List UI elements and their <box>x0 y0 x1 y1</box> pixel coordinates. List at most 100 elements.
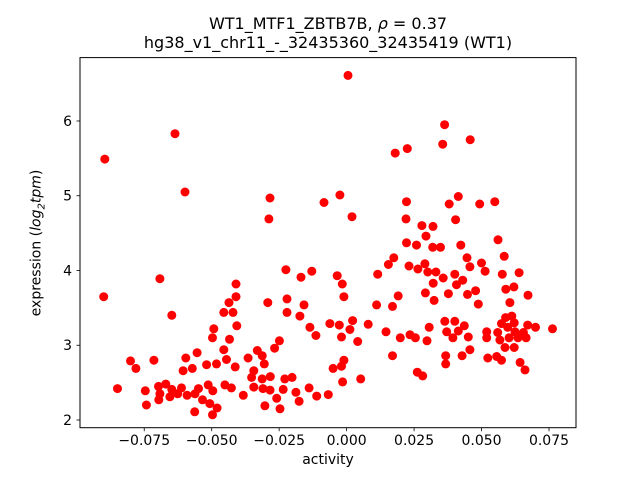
data-point <box>238 390 248 400</box>
data-point <box>505 298 515 308</box>
data-point <box>219 307 229 317</box>
data-point <box>149 355 159 365</box>
data-point <box>509 343 519 352</box>
data-point <box>192 348 202 358</box>
data-point <box>299 300 309 310</box>
data-point <box>224 298 234 308</box>
data-point <box>190 407 200 417</box>
data-point <box>337 279 347 289</box>
y-tick-label: 5 <box>63 189 72 205</box>
data-point <box>509 318 519 328</box>
data-point <box>178 366 188 376</box>
data-point <box>181 353 191 363</box>
data-point <box>520 365 530 375</box>
data-point <box>226 383 236 393</box>
data-point <box>230 362 240 372</box>
data-point <box>402 238 411 248</box>
data-point <box>483 353 493 363</box>
data-point <box>154 395 164 405</box>
y-tick-label: 3 <box>63 338 72 354</box>
data-point <box>274 336 284 346</box>
data-point <box>480 266 490 276</box>
data-point <box>436 242 445 252</box>
data-point <box>304 383 314 393</box>
data-point <box>463 332 473 342</box>
data-point <box>477 258 486 268</box>
axes-box <box>79 57 577 429</box>
data-point <box>212 403 222 413</box>
data-point <box>198 395 207 405</box>
x-axis-label: activity <box>302 452 354 468</box>
data-point <box>428 278 438 288</box>
data-point <box>503 322 513 332</box>
data-point <box>475 199 485 209</box>
data-point <box>441 351 451 361</box>
chart-title-line2: hg38_v1_chr11_-_32435360_32435419 (WT1) <box>143 32 513 52</box>
data-point <box>473 299 483 309</box>
data-point <box>453 192 463 201</box>
data-point <box>442 327 452 337</box>
data-point <box>260 401 270 411</box>
data-point <box>177 383 186 393</box>
data-point <box>265 372 275 382</box>
data-point <box>490 197 500 207</box>
data-point <box>383 260 393 269</box>
data-point <box>209 324 219 334</box>
data-point <box>441 359 451 369</box>
data-point <box>347 212 357 222</box>
data-point <box>420 288 430 298</box>
data-point <box>389 253 399 263</box>
data-point <box>343 70 353 80</box>
data-point <box>345 325 355 334</box>
data-point <box>131 363 141 373</box>
data-point <box>421 231 431 241</box>
data-point <box>231 279 241 289</box>
data-point <box>402 144 412 154</box>
data-point <box>410 333 420 343</box>
data-point <box>450 316 460 326</box>
data-point <box>295 311 305 321</box>
chart-title: WT1_MTF1_ZBTB7B, ρ = 0.37 hg38_v1_chr11_… <box>80 14 576 52</box>
data-point <box>388 351 397 361</box>
data-point <box>523 290 533 300</box>
data-point <box>422 336 432 346</box>
data-point <box>453 326 463 336</box>
data-point <box>443 289 453 299</box>
data-point <box>187 363 197 373</box>
data-point <box>348 316 358 326</box>
data-point <box>154 381 163 391</box>
data-point <box>165 392 175 402</box>
data-point <box>438 273 448 283</box>
data-point <box>471 286 481 296</box>
data-point <box>258 384 268 394</box>
data-point <box>263 298 273 308</box>
x-tick-label: 0.075 <box>529 433 569 449</box>
data-point <box>509 282 519 292</box>
data-point <box>482 333 492 343</box>
data-point <box>495 335 505 345</box>
data-point <box>456 240 466 250</box>
data-point <box>140 386 150 396</box>
data-point <box>208 333 217 343</box>
data-point <box>493 328 503 337</box>
data-point <box>424 322 434 332</box>
data-point <box>265 193 275 203</box>
data-point <box>428 242 438 252</box>
data-point <box>465 262 475 272</box>
data-point <box>337 361 346 371</box>
data-point <box>388 301 397 311</box>
data-point <box>182 390 192 400</box>
data-point <box>264 214 274 224</box>
data-point <box>372 300 382 310</box>
data-point <box>428 221 438 231</box>
data-point <box>278 384 288 394</box>
data-point <box>319 198 329 207</box>
data-point <box>497 355 506 365</box>
data-point <box>499 251 509 261</box>
data-point <box>462 253 472 263</box>
data-point <box>523 320 533 330</box>
data-point <box>126 356 135 366</box>
data-point <box>247 372 257 382</box>
data-point <box>202 360 212 370</box>
